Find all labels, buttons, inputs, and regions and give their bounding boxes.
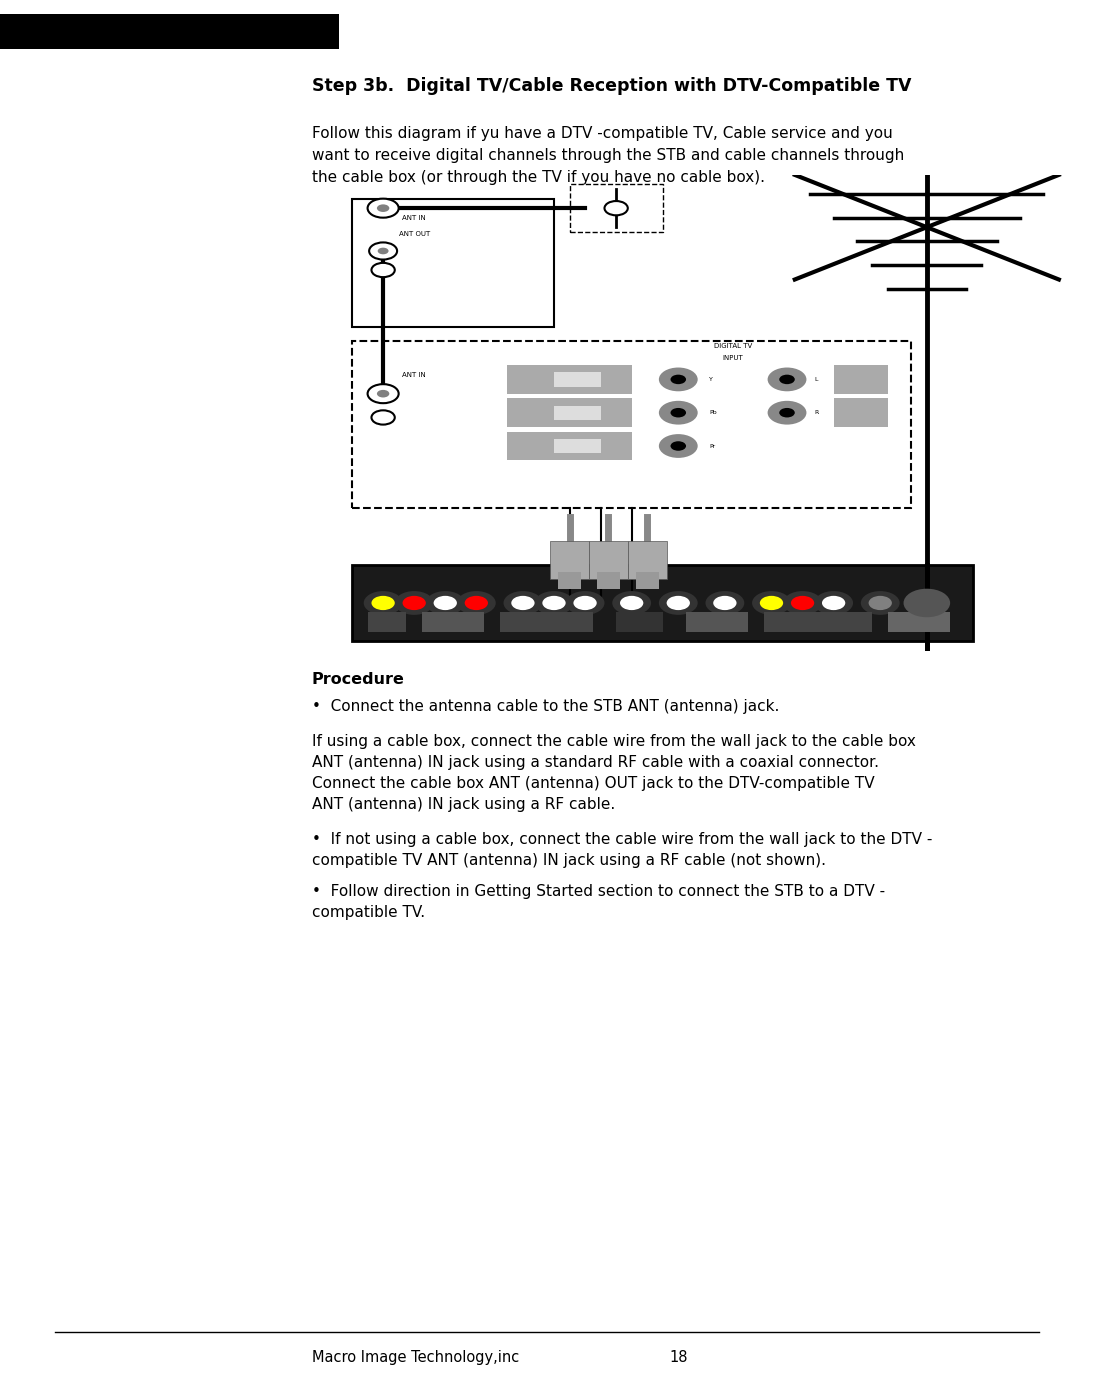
Circle shape <box>573 596 596 610</box>
Circle shape <box>535 590 573 614</box>
Circle shape <box>814 590 853 614</box>
Circle shape <box>659 368 698 392</box>
Circle shape <box>671 409 686 417</box>
Text: ANT IN: ANT IN <box>403 214 426 221</box>
Text: ANT OUT: ANT OUT <box>398 231 430 238</box>
Circle shape <box>713 596 736 610</box>
Bar <box>508 432 631 460</box>
Text: Pr: Pr <box>709 443 715 449</box>
Circle shape <box>377 390 389 397</box>
Circle shape <box>671 441 686 450</box>
Text: INPUT: INPUT <box>722 355 743 361</box>
Circle shape <box>605 201 628 215</box>
Circle shape <box>433 596 457 610</box>
Text: •  Follow direction in Getting Started section to connect the STB to a DTV -
com: • Follow direction in Getting Started se… <box>312 884 885 921</box>
Bar <box>628 541 666 579</box>
Circle shape <box>671 375 686 385</box>
Bar <box>554 406 601 420</box>
Circle shape <box>457 590 496 614</box>
Bar <box>596 572 620 589</box>
Circle shape <box>904 589 950 617</box>
Text: Y: Y <box>709 376 713 382</box>
Text: Procedure: Procedure <box>312 672 405 687</box>
Circle shape <box>395 590 433 614</box>
Circle shape <box>706 590 744 614</box>
Circle shape <box>369 242 397 260</box>
Bar <box>554 372 601 386</box>
Circle shape <box>659 400 698 424</box>
Circle shape <box>377 248 388 255</box>
Text: •  Connect the antenna cable to the STB ANT (antenna) jack.: • Connect the antenna cable to the STB A… <box>312 700 779 715</box>
Circle shape <box>372 263 395 277</box>
Text: R: R <box>814 410 818 416</box>
Circle shape <box>377 204 389 213</box>
Text: Follow this diagram if yu have a DTV -compatible TV, Cable service and you
want : Follow this diagram if yu have a DTV -co… <box>312 126 904 185</box>
Circle shape <box>543 596 566 610</box>
Text: L: L <box>814 376 817 382</box>
Circle shape <box>368 199 398 218</box>
Circle shape <box>861 590 899 614</box>
Bar <box>0 14 339 49</box>
Text: DIGITAL TV: DIGITAL TV <box>713 343 752 350</box>
Text: 18: 18 <box>670 1350 687 1364</box>
Bar <box>558 572 581 589</box>
Circle shape <box>760 596 783 610</box>
Circle shape <box>363 590 403 614</box>
Circle shape <box>768 400 806 424</box>
Bar <box>616 613 663 631</box>
Text: If using a cable box, connect the cable wire from the wall jack to the cable box: If using a cable box, connect the cable … <box>312 734 916 813</box>
Circle shape <box>666 596 690 610</box>
Text: Step 3b.  Digital TV/Cable Reception with DTV-Compatible TV: Step 3b. Digital TV/Cable Reception with… <box>312 77 911 95</box>
Bar <box>686 613 748 631</box>
Text: ANT IN: ANT IN <box>403 372 426 378</box>
Circle shape <box>659 590 698 614</box>
Circle shape <box>620 596 643 610</box>
Bar <box>508 365 631 393</box>
FancyBboxPatch shape <box>352 341 911 508</box>
Bar <box>764 613 872 631</box>
Bar <box>834 365 888 393</box>
Circle shape <box>613 590 651 614</box>
Circle shape <box>465 596 488 610</box>
Circle shape <box>768 368 806 392</box>
Circle shape <box>791 596 814 610</box>
Circle shape <box>869 596 892 610</box>
Circle shape <box>403 596 426 610</box>
Text: •  If not using a cable box, connect the cable wire from the wall jack to the DT: • If not using a cable box, connect the … <box>312 832 932 869</box>
Text: Macro Image Technology,inc: Macro Image Technology,inc <box>312 1350 520 1364</box>
FancyBboxPatch shape <box>352 565 974 641</box>
Circle shape <box>779 375 794 385</box>
Circle shape <box>503 590 543 614</box>
Bar <box>368 613 407 631</box>
Circle shape <box>783 590 822 614</box>
Bar <box>500 613 593 631</box>
Circle shape <box>372 596 395 610</box>
FancyBboxPatch shape <box>352 199 554 327</box>
Circle shape <box>566 590 605 614</box>
Bar <box>834 399 888 427</box>
Circle shape <box>372 410 395 425</box>
Circle shape <box>822 596 846 610</box>
Bar <box>636 572 659 589</box>
Bar <box>554 439 601 453</box>
Text: Pb: Pb <box>709 410 717 416</box>
Circle shape <box>426 590 465 614</box>
Circle shape <box>779 409 794 417</box>
Bar <box>550 541 589 579</box>
Circle shape <box>368 385 398 403</box>
Bar <box>888 613 950 631</box>
Circle shape <box>511 596 535 610</box>
Circle shape <box>659 434 698 457</box>
Circle shape <box>752 590 791 614</box>
FancyBboxPatch shape <box>570 185 663 232</box>
Bar <box>422 613 484 631</box>
Bar <box>508 399 631 427</box>
Bar <box>589 541 628 579</box>
